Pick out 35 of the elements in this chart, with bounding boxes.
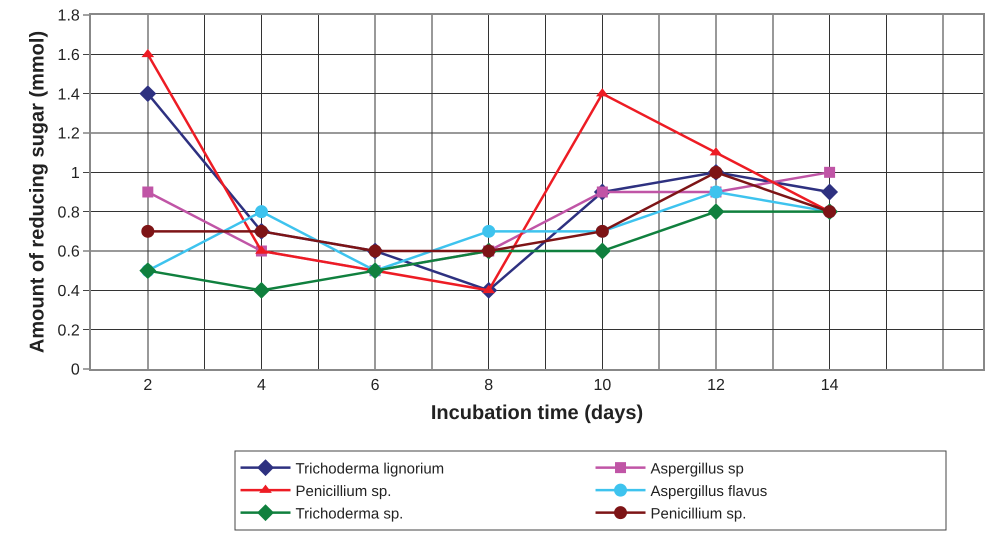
x-axis-title: Incubation time (days): [430, 402, 644, 424]
y-tick-label: 1.6: [58, 46, 80, 64]
point: [594, 242, 611, 260]
point: [824, 166, 836, 178]
y-tick-label: 0.2: [58, 322, 80, 340]
point: [141, 224, 154, 238]
y-tick-label: 0: [70, 362, 80, 379]
point: [142, 186, 154, 198]
y-tick-label: 1.4: [58, 86, 80, 104]
point: [708, 203, 724, 220]
y-axis-title: Amount of reducing sugar (mmol): [26, 30, 49, 354]
x-tick-label: 14: [820, 377, 839, 394]
point: [482, 224, 496, 238]
x-tick-label: 10: [593, 377, 612, 394]
legend-label: Aspergillus flavus: [650, 483, 768, 500]
y-tick-label: 0.8: [58, 204, 80, 222]
y-tick-label: 0.4: [58, 282, 80, 300]
legend-label: Penicillium sp.: [650, 506, 746, 523]
x-tick-label: 12: [707, 377, 725, 394]
legend-label: Aspergillus sp: [650, 460, 744, 478]
x-tick-label: 6: [370, 377, 380, 394]
legend-label: Trichoderma lignorium: [296, 460, 444, 478]
y-tick-label: 0.6: [58, 244, 80, 261]
y-tick-label: 1.8: [58, 8, 80, 25]
x-tick-label: 4: [256, 377, 266, 394]
legend-label: Trichoderma sp.: [296, 506, 404, 523]
y-tick-label: 1: [70, 164, 80, 182]
y-tick-label: 1.2: [58, 126, 80, 143]
x-tick-label: 2: [143, 377, 152, 394]
point: [139, 85, 156, 102]
point: [254, 205, 268, 218]
legend-label: Penicillium sp.: [296, 483, 392, 500]
point: [821, 184, 838, 200]
point: [253, 282, 270, 299]
x-tick-label: 8: [484, 377, 494, 394]
